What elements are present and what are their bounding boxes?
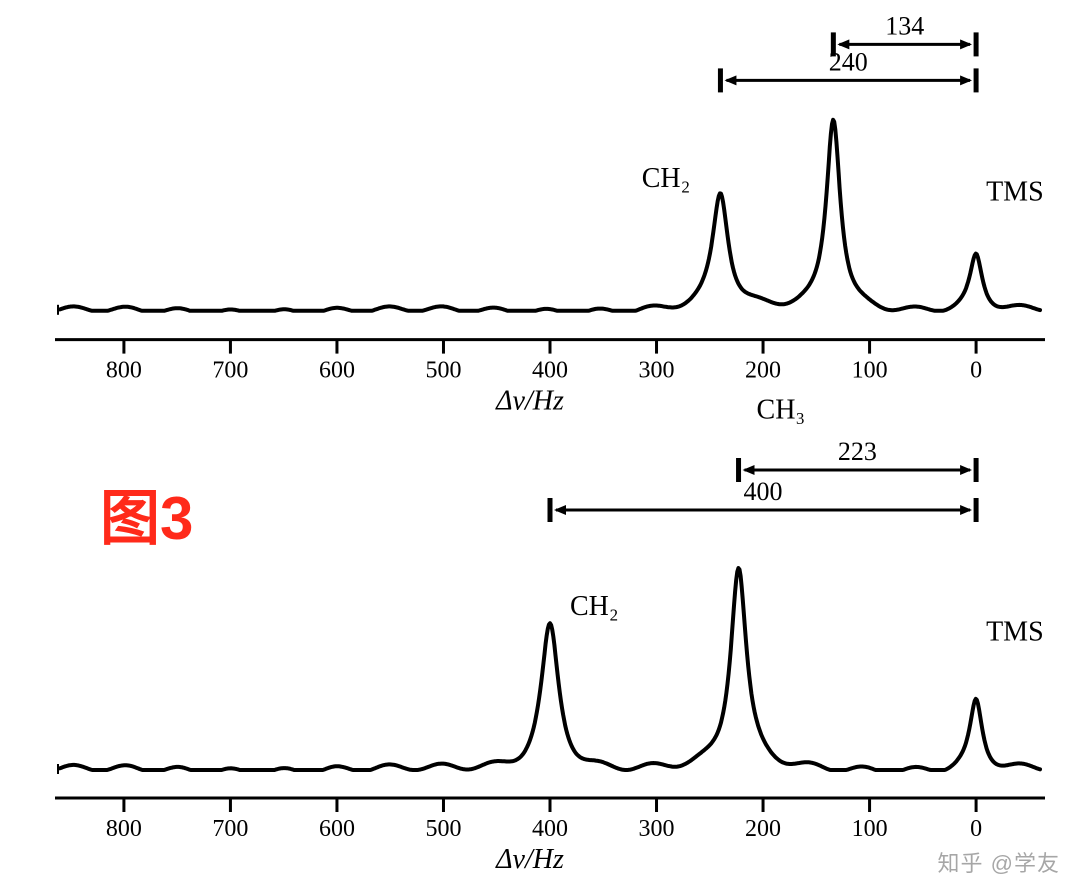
figure-label: 图3	[100, 470, 193, 557]
tick-label: 200	[745, 816, 781, 842]
trace	[60, 120, 1040, 311]
peak-label-TMS: TMS	[986, 617, 1044, 648]
tick-label: 500	[425, 358, 461, 384]
tick-label: 700	[212, 816, 248, 842]
tick-label: 800	[106, 358, 142, 384]
tick-label: 0	[970, 358, 982, 384]
peak-label-CH2: CH₂	[642, 163, 691, 194]
tick-label: 500	[425, 816, 461, 842]
tick-label: 300	[639, 358, 675, 384]
dim-label: 240	[829, 47, 868, 76]
trace	[60, 568, 1040, 770]
tick-label: 800	[106, 816, 142, 842]
tick-label: 200	[745, 358, 781, 384]
tick-label: 100	[852, 358, 888, 384]
tick-label: 100	[852, 816, 888, 842]
dim-label: 134	[885, 11, 924, 40]
spectrum-top: 8007006005004003002001000Δv/HzCH₂CH₃TMS1…	[55, 0, 1045, 417]
tick-label: 400	[532, 358, 568, 384]
peak-label-CH3: CH₃	[757, 394, 806, 425]
peak-label-CH2: CH₂	[570, 591, 619, 622]
nmr-spectra: 800 700 600 500 400 300 200 100 0 Δv/Hz CH₂ CH₃ TMS 1…	[0, 0, 1080, 884]
dim-label: 400	[744, 477, 783, 506]
tick-label: 400	[532, 816, 568, 842]
dim-label: 223	[838, 437, 877, 466]
tick-label: 600	[319, 358, 355, 384]
tick-label: 0	[970, 816, 982, 842]
spectrum-bottom: 800 700 600 500 400 300 200 100 0 Δv/Hz CH₂ CH₃ TMS 2…	[55, 394, 1045, 875]
tick-label: 600	[319, 816, 355, 842]
tick-label: 700	[212, 358, 248, 384]
peak-label-TMS: TMS	[986, 177, 1044, 208]
axis-label: Δv/Hz	[495, 386, 564, 417]
tick-label: 300	[639, 816, 675, 842]
watermark-text: 知乎 @学友	[938, 846, 1060, 878]
axis-label: Δv/Hz	[495, 844, 564, 875]
